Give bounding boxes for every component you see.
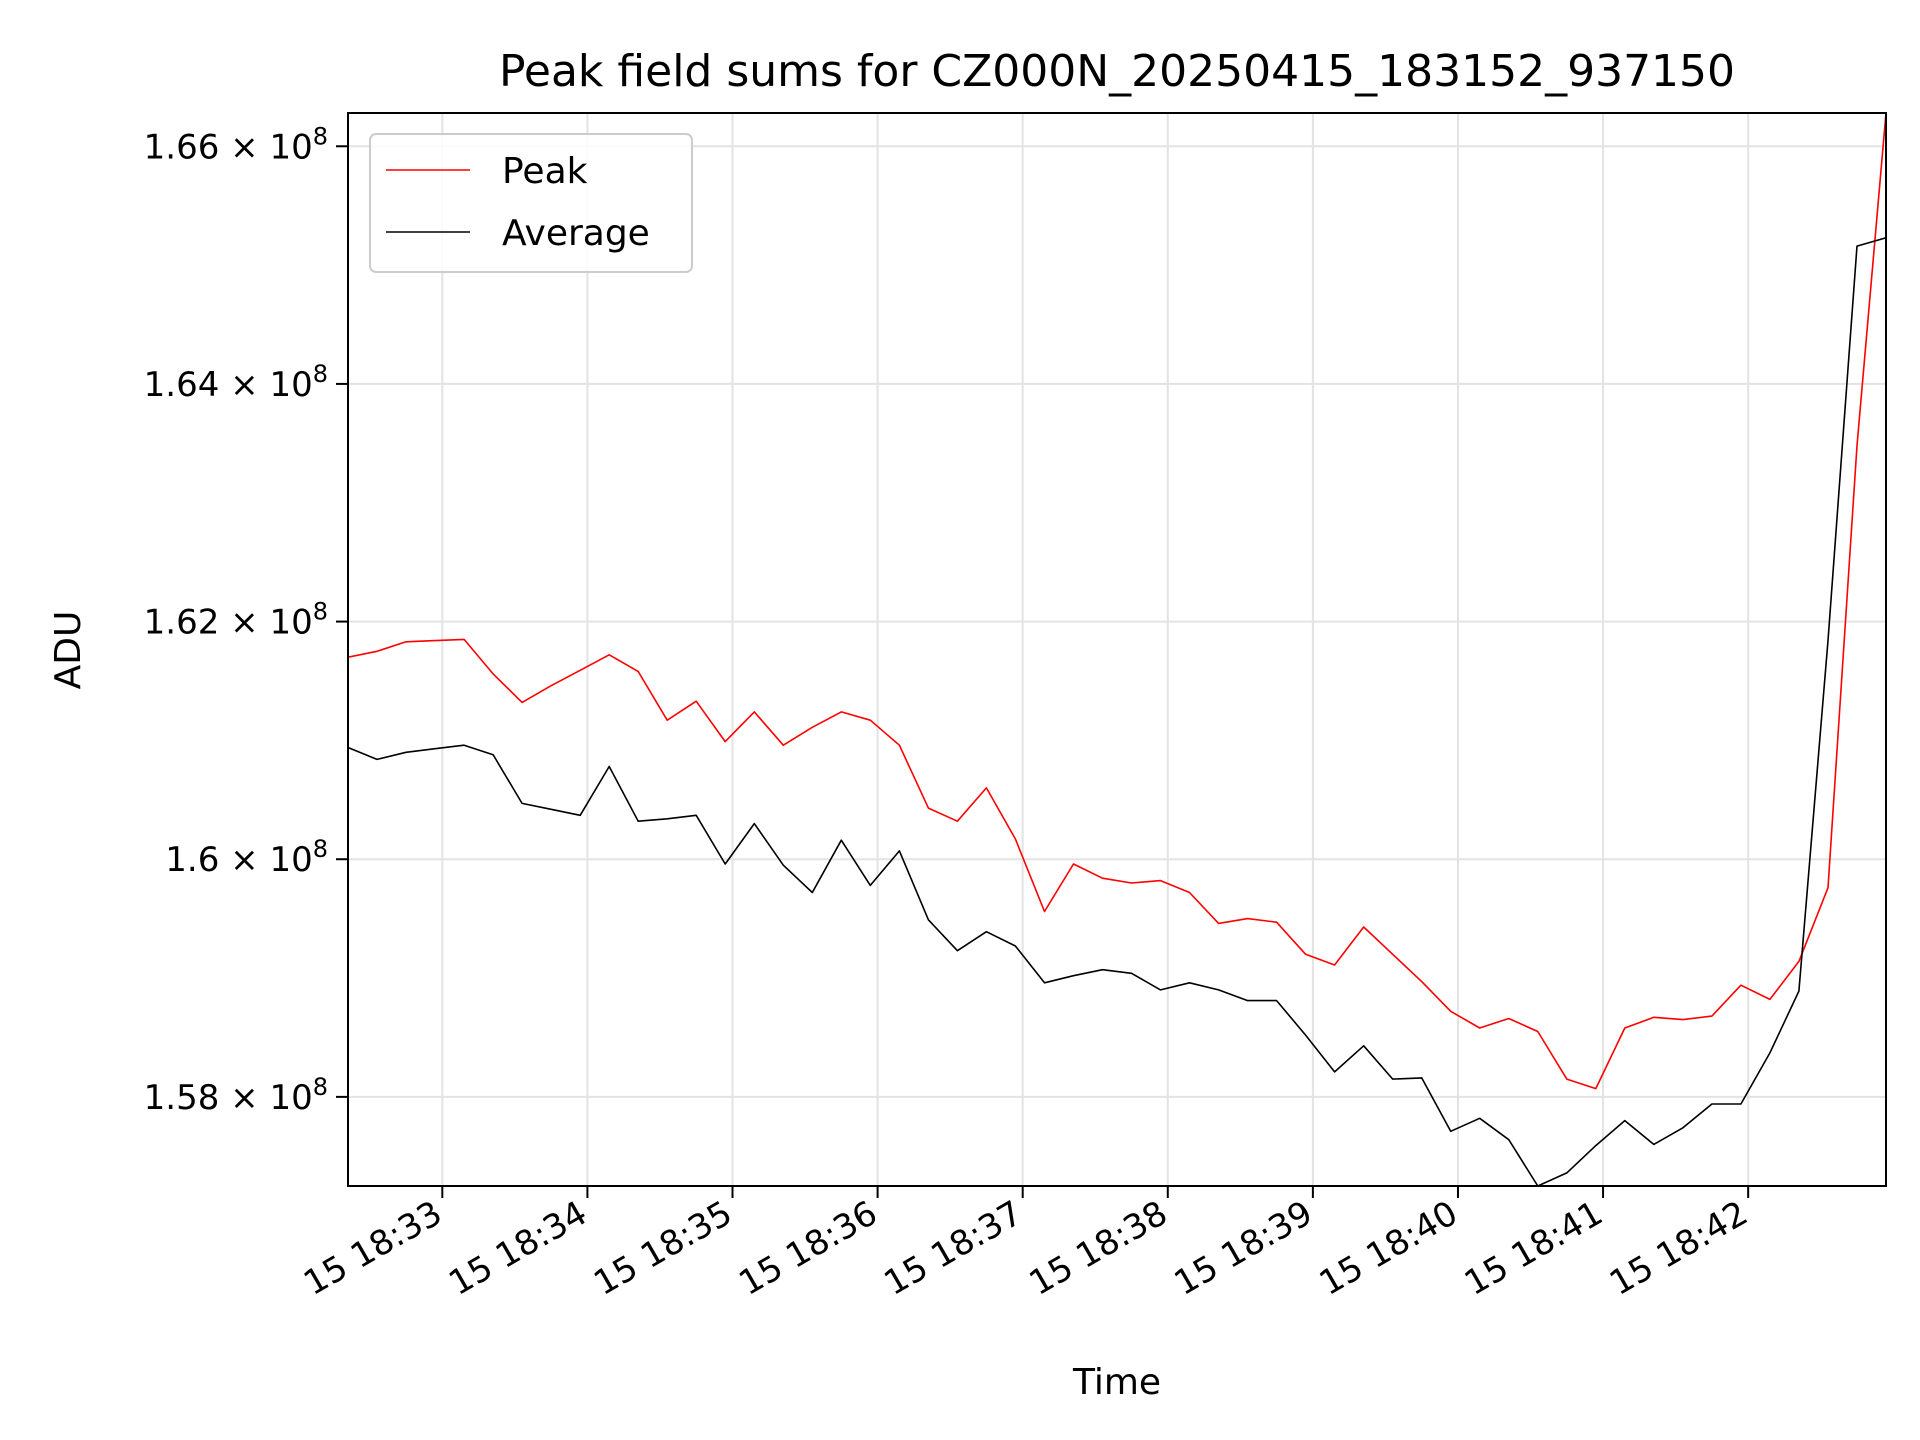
x-axis-label: Time bbox=[1072, 1362, 1161, 1403]
y-tick-mantissa: 1.6 bbox=[165, 840, 219, 880]
grid bbox=[348, 113, 1886, 1186]
series-line-peak bbox=[348, 113, 1886, 1090]
series-layer bbox=[348, 113, 1886, 1186]
y-tick-exponent: 8 bbox=[313, 122, 328, 150]
plot-frame bbox=[347, 112, 1887, 1187]
y-tick-exponent: 8 bbox=[313, 598, 328, 626]
legend-box bbox=[369, 133, 693, 273]
y-tick-label: 1.58 × 108 bbox=[144, 1073, 328, 1118]
y-tick-times: × 10 bbox=[219, 603, 312, 643]
y-tick-times: × 10 bbox=[219, 840, 312, 880]
series-line-average bbox=[348, 237, 1886, 1186]
y-tick-label: 1.64 × 108 bbox=[144, 360, 328, 405]
y-tick-label: 1.6 × 108 bbox=[165, 835, 328, 880]
y-tick-times: × 10 bbox=[219, 365, 312, 405]
y-tick-label: 1.66 × 108 bbox=[144, 122, 328, 167]
legend[interactable]: Peak Average bbox=[369, 133, 693, 273]
y-tick-mantissa: 1.58 bbox=[144, 1078, 220, 1118]
y-tick-exponent: 8 bbox=[313, 360, 328, 388]
y-tick-label: 1.62 × 108 bbox=[144, 598, 328, 643]
y-tick-mantissa: 1.66 bbox=[144, 127, 220, 167]
y-axis-label: ADU bbox=[48, 611, 89, 690]
chart-title: Peak field sums for CZ000N_20250415_1831… bbox=[499, 46, 1735, 97]
y-tick-times: × 10 bbox=[219, 1078, 312, 1118]
y-tick-exponent: 8 bbox=[313, 1073, 328, 1101]
y-tick-mantissa: 1.64 bbox=[144, 365, 220, 405]
legend-label-average: Average bbox=[502, 213, 650, 254]
y-tick-times: × 10 bbox=[219, 127, 312, 167]
y-tick-exponent: 8 bbox=[313, 835, 328, 863]
legend-label-peak: Peak bbox=[502, 151, 588, 192]
y-tick-mantissa: 1.62 bbox=[144, 603, 220, 643]
